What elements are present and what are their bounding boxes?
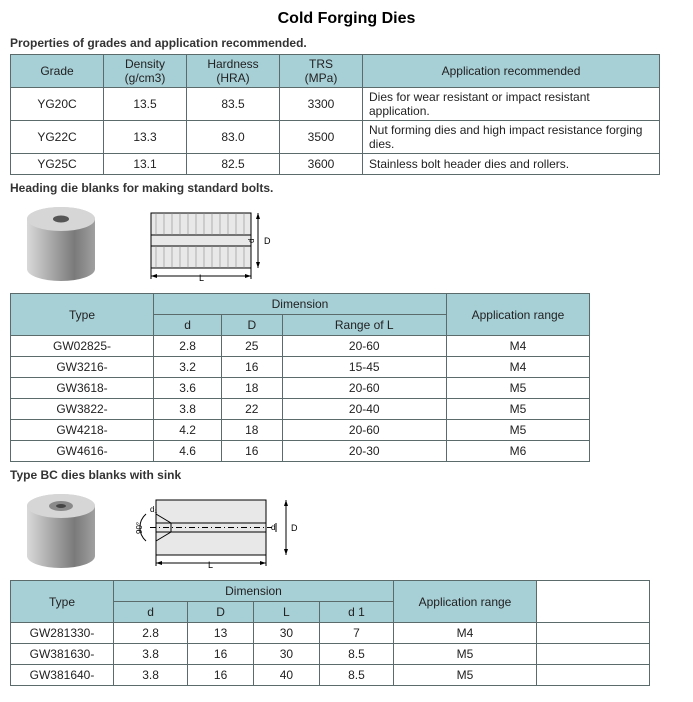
table-row: GW281330-2.813307M4 (11, 623, 650, 644)
table-row: YG20C 13.5 83.5 3300 Dies for wear resis… (11, 88, 660, 121)
table-row: GW4616-4.61620-30M6 (11, 441, 590, 462)
cylinder-3d-icon (16, 203, 106, 283)
section1-heading: Properties of grades and application rec… (10, 36, 683, 50)
col-grade: Grade (11, 55, 104, 88)
heading-die-table: Type Dimension Application range d D Ran… (10, 293, 590, 462)
col-trs: TRS (MPa) (280, 55, 363, 88)
cylinder-sink-3d-icon (16, 490, 106, 570)
table-header-row: Type Dimension Application range (11, 294, 590, 315)
col-apprange: Application range (394, 581, 537, 623)
table-header-row: Grade Density (g/cm3) Hardness (HRA) TRS… (11, 55, 660, 88)
table-row: GW381630-3.816308.5M5 (11, 644, 650, 665)
col-density: Density (g/cm3) (104, 55, 187, 88)
table-row: GW381640-3.816408.5M5 (11, 665, 650, 686)
svg-text:d₁: d₁ (150, 505, 157, 514)
col-blank (537, 581, 650, 623)
table-row: GW4218-4.21820-60M5 (11, 420, 590, 441)
col-application: Application recommended (363, 55, 660, 88)
bc-dies-table: Type Dimension Application range d D L d… (10, 580, 650, 686)
cylinder-sink-schematic-icon: 90° L D d d₁ (136, 490, 306, 570)
table-row: YG22C 13.3 83.0 3500 Nut forming dies an… (11, 121, 660, 154)
table-header-row: Type Dimension Application range (11, 581, 650, 602)
diagram-row-2: 90° L D d d₁ (16, 490, 683, 570)
svg-text:L: L (208, 560, 213, 570)
col-hardness: Hardness (HRA) (187, 55, 280, 88)
col-dimension: Dimension (154, 294, 447, 315)
svg-text:D: D (291, 523, 298, 533)
svg-text:90°: 90° (136, 522, 144, 534)
diagram-row-1: L D d (16, 203, 683, 283)
col-dimension: Dimension (114, 581, 394, 602)
table-row: GW3216-3.21615-45M4 (11, 357, 590, 378)
col-apprange: Application range (447, 294, 590, 336)
table-row: GW02825-2.82520-60M4 (11, 336, 590, 357)
table-row: GW3618-3.61820-60M5 (11, 378, 590, 399)
svg-text:D: D (264, 236, 271, 246)
table-row: GW3822-3.82220-40M5 (11, 399, 590, 420)
svg-text:L: L (199, 273, 204, 283)
table-row: YG25C 13.1 82.5 3600 Stainless bolt head… (11, 154, 660, 175)
grades-table: Grade Density (g/cm3) Hardness (HRA) TRS… (10, 54, 660, 175)
col-type: Type (11, 294, 154, 336)
page-title: Cold Forging Dies (10, 10, 683, 28)
section2-heading: Heading die blanks for making standard b… (10, 181, 683, 195)
col-type: Type (11, 581, 114, 623)
cylinder-schematic-icon: L D d (136, 203, 286, 283)
svg-text:d: d (271, 523, 275, 532)
svg-text:d: d (247, 239, 256, 243)
section3-heading: Type BC dies blanks with sink (10, 468, 683, 482)
